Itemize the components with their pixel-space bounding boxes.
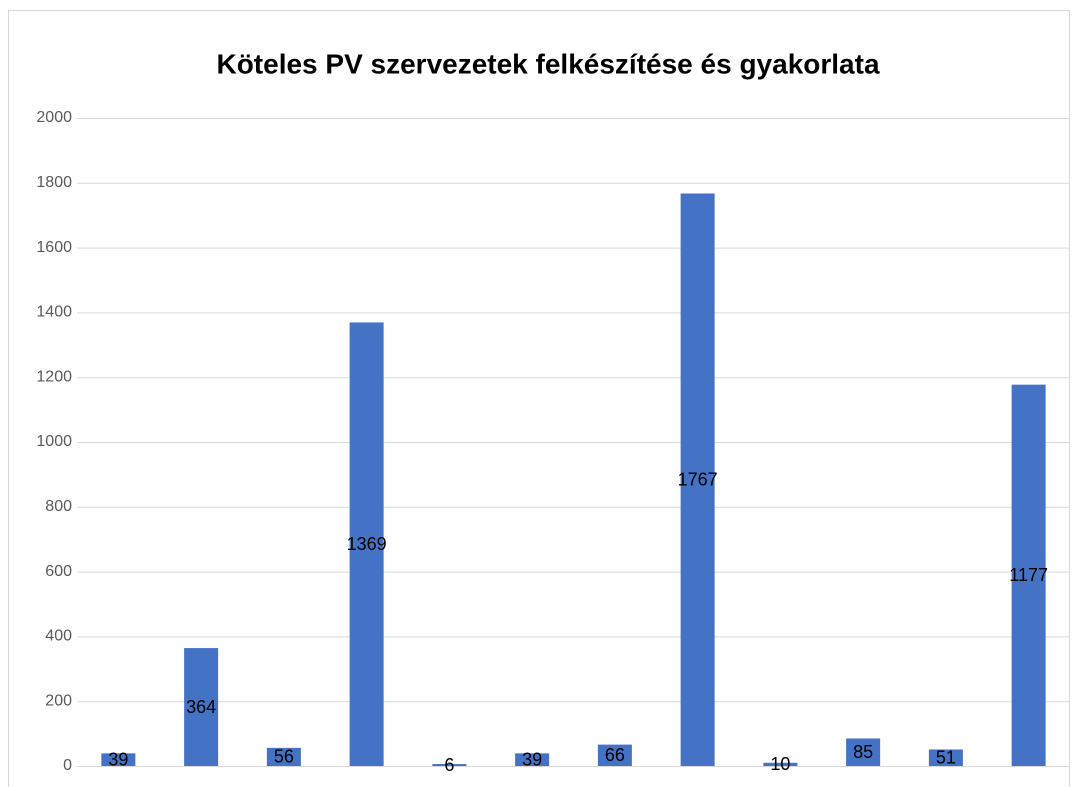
chart-title: Köteles PV szervezetek felkészítése és g… <box>216 48 879 79</box>
bar <box>432 764 467 766</box>
data-label: 39 <box>108 749 128 769</box>
bar <box>101 753 136 766</box>
data-label: 1369 <box>347 534 387 554</box>
y-tick-label: 2000 <box>36 109 72 126</box>
data-label: 1177 <box>1009 565 1048 585</box>
data-label: 56 <box>274 747 294 767</box>
bar <box>184 648 219 766</box>
bar <box>928 749 963 766</box>
y-tick-label: 600 <box>45 563 72 580</box>
chart-border <box>8 10 1070 787</box>
y-tick-label: 400 <box>45 628 72 645</box>
y-tick-label: 1600 <box>36 239 72 256</box>
data-label: 66 <box>605 745 625 765</box>
bar <box>846 738 881 766</box>
data-label: 85 <box>853 742 873 762</box>
data-label: 364 <box>186 697 216 717</box>
data-label: 10 <box>770 754 790 774</box>
bar <box>597 744 632 766</box>
bar <box>680 193 715 766</box>
data-label: 1767 <box>678 469 718 489</box>
bar <box>515 753 550 766</box>
y-tick-label: 1400 <box>36 304 72 321</box>
y-tick-label: 800 <box>45 498 72 515</box>
bar <box>1011 384 1046 766</box>
data-label: 39 <box>522 749 542 769</box>
y-tick-label: 1800 <box>36 174 72 191</box>
bar <box>266 747 301 766</box>
y-tick-label: 1200 <box>36 368 72 385</box>
y-tick-label: 200 <box>45 692 72 709</box>
bar <box>763 762 798 766</box>
data-label: 6 <box>444 755 454 775</box>
y-tick-label: 1000 <box>36 433 72 450</box>
data-label: 51 <box>936 747 956 767</box>
bar <box>349 322 384 766</box>
y-tick-label: 0 <box>63 757 72 774</box>
